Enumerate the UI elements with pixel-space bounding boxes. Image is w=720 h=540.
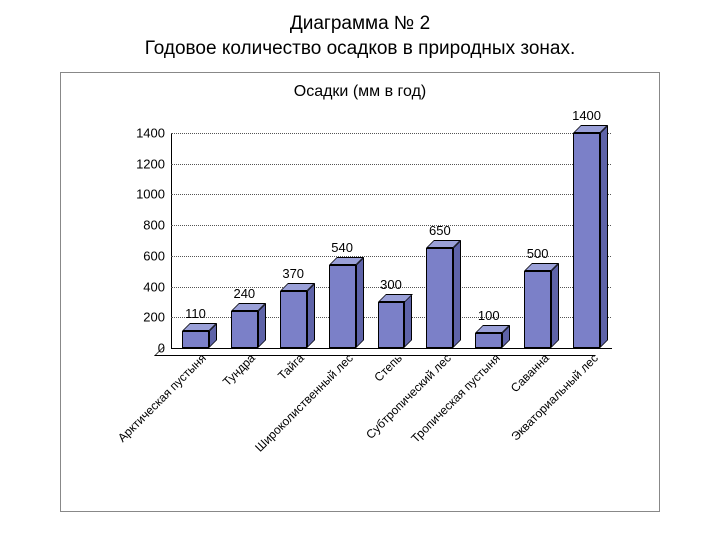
- bar: 100: [475, 333, 502, 348]
- bar-front: [182, 331, 209, 348]
- x-category-label: Арктическая пустыня: [115, 351, 209, 445]
- bar-value-label: 240: [233, 286, 255, 301]
- x-category-label: Субтропический лес: [363, 351, 454, 442]
- bar-value-label: 110: [185, 306, 206, 321]
- x-category-label: Саванна: [507, 351, 551, 395]
- bar-front: [524, 271, 551, 348]
- bar-value-label: 300: [380, 277, 402, 292]
- bar-value-label: 100: [478, 308, 500, 323]
- x-category-label: Тропическая пустыня: [408, 351, 503, 446]
- chart-title: Осадки (мм в год): [61, 83, 659, 101]
- bar-side: [600, 125, 608, 348]
- bar-front: [426, 248, 453, 348]
- bar-front: [378, 302, 405, 348]
- bar: 1400: [573, 133, 600, 348]
- x-category-label: Экваториальный лес: [508, 351, 601, 444]
- bar: 300: [378, 302, 405, 348]
- bar: 540: [329, 265, 356, 348]
- bar-side: [356, 257, 364, 348]
- bar-value-label: 650: [429, 223, 451, 238]
- bar: 110: [182, 331, 209, 348]
- bar-front: [329, 265, 356, 348]
- bar: 240: [231, 311, 258, 348]
- y-tick-label: 400: [143, 279, 171, 294]
- bar-side: [551, 263, 559, 348]
- bar-value-label: 540: [331, 240, 353, 255]
- x-category-label: Степь: [371, 351, 405, 385]
- bar-side: [453, 240, 461, 348]
- y-tick-label: 800: [143, 218, 171, 233]
- y-tick-label: 1400: [136, 126, 171, 141]
- bar-value-label: 1400: [572, 108, 601, 123]
- bar-side: [307, 283, 315, 348]
- page-title-line1: Диаграмма № 2: [0, 12, 720, 37]
- x-category-label: Широколиственный лес: [252, 351, 356, 455]
- bar-side: [404, 294, 412, 348]
- bar-front: [573, 133, 600, 348]
- bar-value-label: 500: [527, 246, 549, 261]
- bar-front: [231, 311, 258, 348]
- bar-front: [280, 291, 307, 348]
- y-tick-label: 1200: [136, 156, 171, 171]
- y-tick-label: 200: [143, 310, 171, 325]
- y-tick-label: 0: [158, 341, 171, 356]
- x-axis-labels: Арктическая пустыняТундраТайгаШироколист…: [171, 351, 611, 501]
- bar-value-label: 370: [282, 266, 304, 281]
- bar: 500: [524, 271, 551, 348]
- page-title-line2: Годовое количество осадков в природных з…: [0, 37, 720, 62]
- chart-frame: Осадки (мм в год) 0200400600800100012001…: [60, 72, 660, 512]
- y-tick-label: 600: [143, 248, 171, 263]
- x-category-label: Тундра: [220, 351, 258, 389]
- x-category-label: Тайга: [275, 351, 307, 383]
- bars-container: 110 240 370 540 300 650 100 500 1400: [171, 133, 611, 348]
- plot-area: 0200400600800100012001400 11024037054030…: [171, 133, 611, 348]
- y-tick-label: 1000: [136, 187, 171, 202]
- bar: 650: [426, 248, 453, 348]
- bar-front: [475, 333, 502, 348]
- bar: 370: [280, 291, 307, 348]
